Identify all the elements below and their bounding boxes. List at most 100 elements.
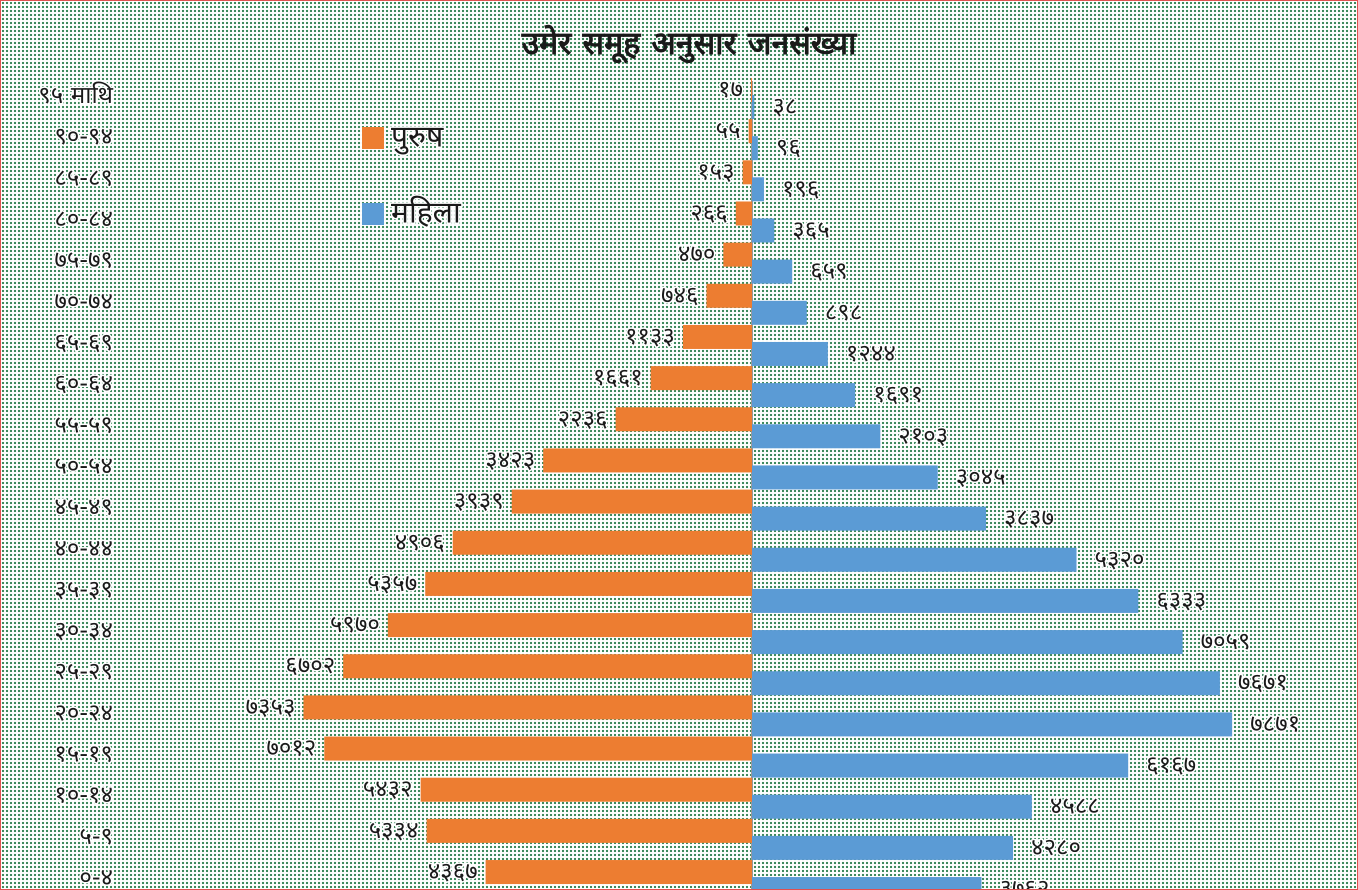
value-label: २६६	[690, 198, 727, 226]
category-label: ५-९	[79, 822, 113, 850]
category-label: ५५-५९	[54, 410, 113, 438]
bar	[452, 530, 752, 555]
value-label: १६९१	[873, 380, 923, 408]
category-label: ६०-६४	[54, 369, 113, 397]
bar	[752, 259, 793, 284]
value-label: ४९०६	[395, 528, 445, 556]
value-label: ३०४५	[956, 462, 1006, 490]
bar	[752, 630, 1183, 655]
value-label: ६५९	[810, 257, 847, 285]
value-label: ४७०	[678, 240, 715, 268]
bar	[752, 383, 856, 408]
bar	[752, 671, 1220, 696]
value-label: ५५	[716, 116, 741, 144]
bar	[752, 177, 764, 202]
value-label: २२३६	[558, 404, 608, 432]
value-label: १९६	[782, 174, 819, 202]
value-label: ५३२०	[1095, 545, 1145, 573]
category-label: १५-१९	[54, 740, 113, 768]
bar	[752, 218, 775, 243]
value-label: ३४२३	[485, 445, 535, 473]
bar	[748, 119, 752, 144]
value-label: ४२८०	[1031, 833, 1081, 861]
value-label: ५९७०	[330, 610, 380, 638]
category-label: २५-२९	[54, 657, 113, 685]
bar	[752, 424, 881, 449]
bar	[723, 242, 752, 267]
value-label: १२४४	[846, 339, 896, 367]
value-label: ४३६७	[428, 857, 478, 885]
bar	[752, 794, 1032, 819]
bar	[752, 300, 807, 325]
bar	[735, 201, 752, 226]
value-label: ७०५९	[1201, 627, 1251, 655]
category-label: ०-४	[79, 863, 113, 889]
legend-swatch	[362, 127, 384, 149]
legend-swatch	[362, 203, 384, 225]
bar	[303, 695, 752, 720]
bar	[752, 341, 828, 366]
bar	[511, 489, 752, 514]
value-label: ६१६७	[1146, 751, 1196, 779]
value-label: ४५८८	[1050, 792, 1100, 820]
bar	[387, 613, 752, 638]
value-label: ५४३२	[363, 775, 413, 803]
value-label: ७०१२	[266, 734, 316, 762]
value-label: १७	[718, 75, 743, 103]
bar	[752, 753, 1129, 778]
value-label: ६३३३	[1156, 586, 1206, 614]
bar	[420, 777, 752, 802]
legend-label: पुरुष	[391, 120, 444, 156]
bar	[752, 835, 1014, 860]
value-label: ९६	[776, 133, 801, 161]
category-label: २०-२४	[54, 698, 113, 726]
bar	[752, 95, 755, 119]
value-label: ६७०२	[285, 651, 335, 679]
category-label: १०-१४	[54, 781, 113, 809]
bar	[752, 547, 1077, 572]
bar	[752, 712, 1233, 737]
category-label: ९५ माथि	[38, 81, 113, 109]
value-label: ८९८	[825, 298, 862, 326]
bar	[324, 736, 752, 761]
value-label: २१०३	[898, 421, 948, 449]
bar	[752, 465, 938, 490]
value-label: ३९३९	[454, 487, 504, 515]
category-label: ५०-५४	[54, 451, 113, 479]
value-label: ७६७१	[1238, 668, 1288, 696]
bar	[650, 366, 752, 391]
category-label: ६५-६९	[54, 328, 113, 356]
value-label: १६६१	[593, 363, 643, 391]
category-label: ३५-३९	[54, 575, 113, 603]
category-label: ४०-४४	[54, 534, 113, 562]
bar	[615, 407, 752, 432]
value-label: ५३५७	[367, 569, 417, 597]
value-label: ५३३४	[369, 816, 419, 844]
category-label: ३०-३४	[54, 616, 113, 644]
bar	[750, 78, 752, 102]
value-label: ७३५३	[246, 692, 296, 720]
chart-title: उमेर समूह अनुसार जनसंख्या	[521, 24, 859, 64]
bar	[485, 860, 752, 885]
category-label: ७५-७९	[54, 246, 113, 274]
category-label: ८०-८४	[54, 204, 113, 232]
bar	[343, 654, 752, 679]
bar	[742, 160, 752, 185]
category-label: ९०-९४	[54, 122, 113, 150]
value-label: ३८३७	[1004, 504, 1054, 532]
bar	[752, 588, 1139, 613]
bar	[706, 283, 752, 308]
category-label: ८५-८९	[54, 163, 113, 191]
bar	[425, 571, 752, 596]
value-label: ३७६२	[999, 874, 1049, 889]
bar	[752, 136, 758, 161]
legend-label: महिला	[391, 196, 462, 231]
bar	[752, 877, 982, 889]
bar	[543, 448, 752, 473]
value-label: ३६५	[792, 215, 829, 243]
bar	[752, 506, 987, 531]
category-label: ७०-७४	[54, 287, 113, 315]
bar	[426, 818, 752, 843]
category-label: ४५-४९	[54, 493, 113, 521]
